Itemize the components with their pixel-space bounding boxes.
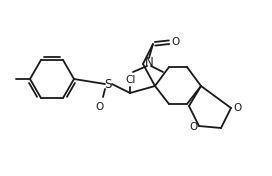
Text: Cl: Cl bbox=[126, 75, 136, 85]
Text: N: N bbox=[145, 55, 153, 68]
Text: O: O bbox=[172, 37, 180, 47]
Text: O: O bbox=[190, 122, 198, 132]
Text: S: S bbox=[104, 77, 112, 90]
Text: O: O bbox=[96, 102, 104, 112]
Text: O: O bbox=[233, 103, 241, 113]
